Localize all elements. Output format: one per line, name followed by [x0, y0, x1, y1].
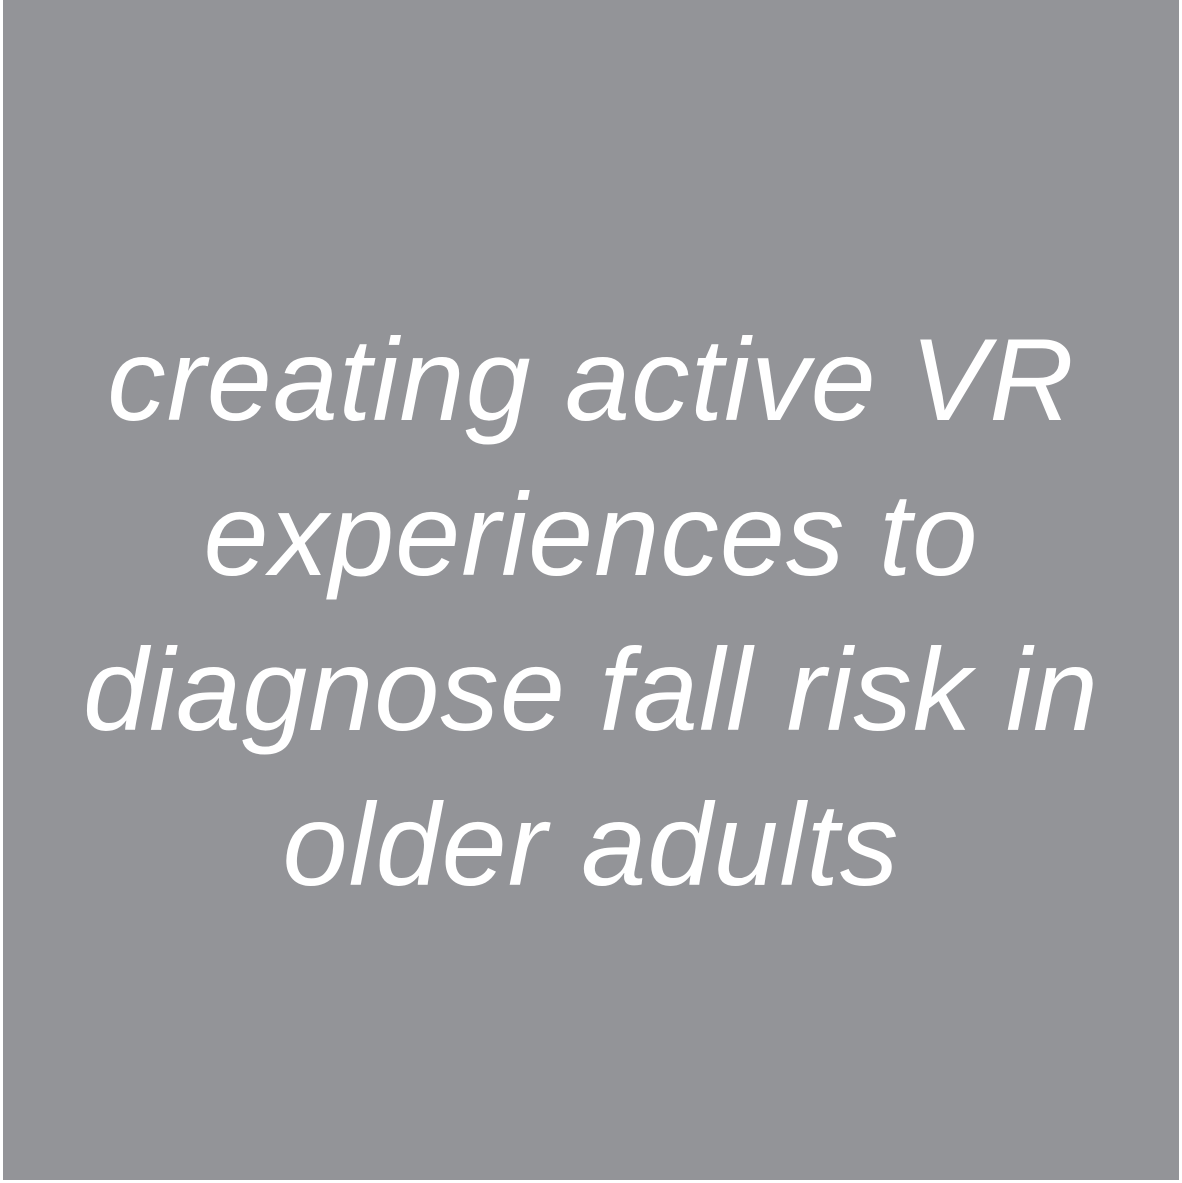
headline-line-2: experiences to: [203, 469, 979, 600]
headline-line-4: older adults: [282, 779, 900, 910]
headline-line-3: diagnose fall risk in: [82, 624, 1099, 755]
title-tile: creating active VR experiences to diagno…: [3, 0, 1179, 1180]
headline-line-1: creating active VR: [107, 314, 1075, 445]
tile-headline: creating active VR experiences to diagno…: [3, 302, 1179, 922]
